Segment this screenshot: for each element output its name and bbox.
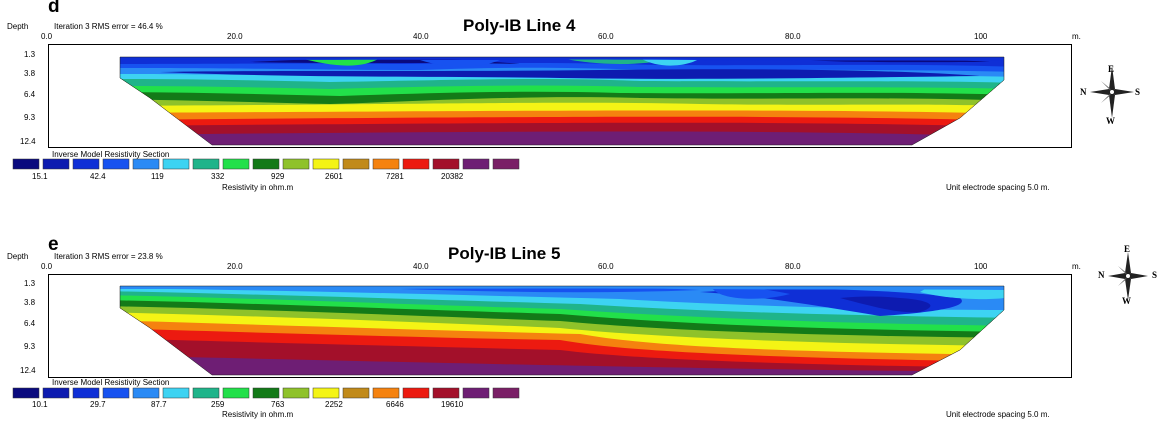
x-tick-label: 40.0 [413, 32, 429, 41]
iteration-rms-label: Iteration 3 RMS error = 46.4 % [54, 22, 163, 31]
compass-east-label: E [1108, 64, 1115, 74]
section-title: Poly-IB Line 4 [463, 16, 576, 35]
legend-value: 19610 [441, 400, 464, 409]
x-unit-label: m. [1072, 262, 1081, 271]
legend-unit: Resistivity in ohm.m [222, 183, 294, 192]
legend-value: 2601 [325, 172, 343, 181]
legend-unit: Resistivity in ohm.m [222, 410, 294, 419]
compass-north-label: N [1098, 270, 1105, 280]
x-tick-label: 60.0 [598, 32, 614, 41]
legend-value: 259 [211, 400, 225, 409]
section-title: Poly-IB Line 5 [448, 244, 561, 263]
electrode-spacing-note: Unit electrode spacing 5.0 m. [946, 183, 1050, 192]
resistivity-section-e [119, 285, 1005, 376]
electrode-spacing-note: Unit electrode spacing 5.0 m. [946, 410, 1050, 419]
x-tick-label: 80.0 [785, 262, 801, 271]
depth-tick-label: 12.4 [20, 137, 36, 146]
depth-tick-label: 3.8 [24, 298, 36, 307]
legend-value: 20382 [441, 172, 464, 181]
panel-letter: d [48, 0, 60, 17]
legend-value: 6646 [386, 400, 404, 409]
compass-east-label: E [1124, 244, 1131, 254]
legend-value: 332 [211, 172, 225, 181]
iteration-rms-label: Iteration 3 RMS error = 23.8 % [54, 252, 163, 261]
depth-tick-label: 9.3 [24, 342, 36, 351]
x-tick-label: 20.0 [227, 32, 243, 41]
compass-west-label: W [1122, 296, 1131, 306]
legend-value: 119 [151, 172, 164, 181]
legend-title: Inverse Model Resistivity Section [52, 378, 170, 387]
x-tick-label: 0.0 [41, 262, 53, 271]
section-frame [48, 274, 1072, 378]
depth-tick-label: 6.4 [24, 90, 36, 99]
depth-axis-label: Depth [7, 252, 29, 261]
legend-value: 42.4 [90, 172, 106, 181]
depth-tick-label: 12.4 [20, 366, 36, 375]
section-panel-d: d Poly-IB Line 4 Depth Iteration 3 RMS e… [7, 0, 1141, 192]
depth-tick-label: 6.4 [24, 319, 36, 328]
panel-letter: e [48, 234, 59, 255]
depth-tick-label: 9.3 [24, 113, 36, 122]
compass-rose-icon [1090, 66, 1134, 118]
depth-tick-label: 1.3 [24, 50, 36, 59]
legend-value: 87.7 [151, 400, 167, 409]
compass-south-label: S [1135, 87, 1141, 97]
x-tick-label: 100 [974, 262, 988, 271]
section-frame [48, 44, 1072, 148]
compass-north-label: N [1080, 87, 1087, 97]
x-tick-label: 20.0 [227, 262, 243, 271]
legend-value: 929 [271, 172, 285, 181]
color-scale-legend [12, 387, 520, 399]
x-unit-label: m. [1072, 32, 1081, 41]
depth-tick-label: 3.8 [24, 69, 36, 78]
x-tick-label: 60.0 [598, 262, 614, 271]
resistivity-section-d [119, 56, 1005, 146]
legend-value: 10.1 [32, 400, 48, 409]
legend-title: Inverse Model Resistivity Section [52, 150, 170, 159]
color-scale-legend [12, 158, 520, 170]
legend-value: 7281 [386, 172, 404, 181]
section-panel-e: e Poly-IB Line 5 Depth Iteration 3 RMS e… [0, 210, 1164, 422]
compass-west-label: W [1106, 116, 1115, 126]
x-tick-label: 80.0 [785, 32, 801, 41]
x-tick-label: 40.0 [413, 262, 429, 271]
compass-rose-icon [1108, 252, 1148, 300]
compass-south-label: S [1152, 270, 1158, 280]
legend-value: 15.1 [32, 172, 48, 181]
depth-tick-label: 1.3 [24, 279, 36, 288]
legend-value: 763 [271, 400, 285, 409]
x-tick-label: 100 [974, 32, 988, 41]
depth-axis-label: Depth [7, 22, 29, 31]
x-tick-label: 0.0 [41, 32, 53, 41]
legend-value: 29.7 [90, 400, 106, 409]
legend-value: 2252 [325, 400, 343, 409]
